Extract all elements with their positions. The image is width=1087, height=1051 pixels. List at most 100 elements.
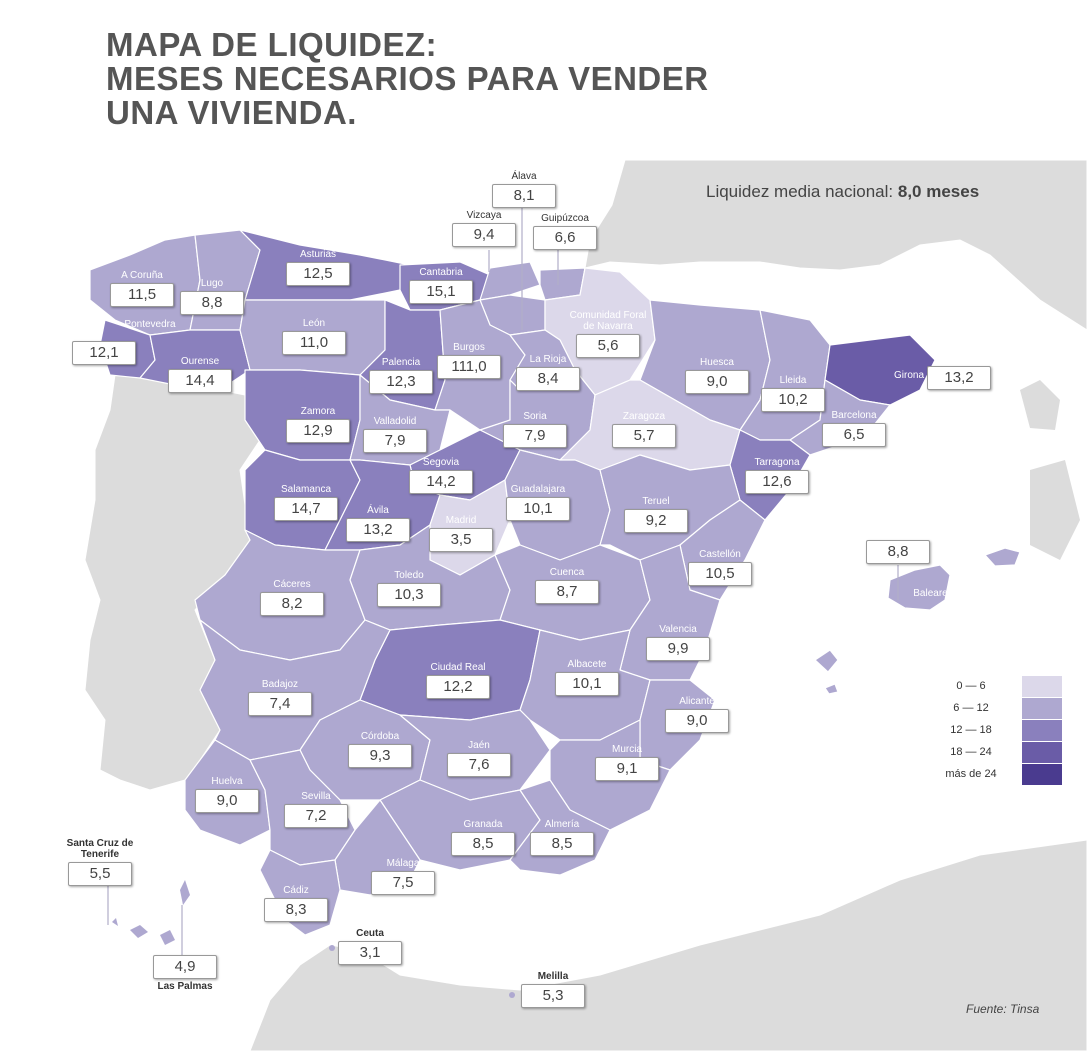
province-baleares[interactable]: 8,8 bbox=[866, 540, 930, 564]
title-line-2: MESES NECESARIOS PARA VENDER bbox=[106, 60, 709, 97]
province-caceres[interactable]: Cáceres 8,2 bbox=[260, 579, 324, 616]
land-france bbox=[584, 159, 1087, 331]
province-name: Valladolid bbox=[373, 416, 417, 427]
province-la-rioja[interactable]: La Rioja 8,4 bbox=[516, 354, 580, 391]
province-ceuta[interactable]: Ceuta 3,1 bbox=[338, 928, 402, 965]
province-name: Comunidad Foral de Navarra bbox=[569, 310, 647, 332]
legend-swatch bbox=[1022, 698, 1062, 719]
province-value: 8,8 bbox=[180, 291, 244, 315]
province-name: Salamanca bbox=[280, 484, 332, 495]
province-value: 10,2 bbox=[761, 388, 825, 412]
province-name: Badajoz bbox=[261, 679, 299, 690]
province-segovia[interactable]: Segovia 14,2 bbox=[409, 457, 473, 494]
province-valladolid[interactable]: Valladolid 7,9 bbox=[363, 416, 427, 453]
province-name: Baleares bbox=[913, 588, 953, 599]
province-sevilla[interactable]: Sevilla 7,2 bbox=[284, 791, 348, 828]
province-teruel[interactable]: Teruel 9,2 bbox=[624, 496, 688, 533]
province-lleida[interactable]: Lleida 10,2 bbox=[761, 375, 825, 412]
province-value: 12,1 bbox=[72, 341, 136, 365]
province-valencia[interactable]: Valencia 9,9 bbox=[646, 624, 710, 661]
province-badajoz[interactable]: Badajoz 7,4 bbox=[248, 679, 312, 716]
province-girona[interactable]: 13,2 bbox=[927, 366, 991, 390]
national-average-value: 8,0 meses bbox=[897, 182, 980, 201]
province-baleares-label-wrap: Baleares bbox=[913, 588, 952, 601]
province-guadalajara[interactable]: Guadalajara 10,1 bbox=[506, 484, 570, 521]
legend-swatch bbox=[1022, 720, 1062, 741]
region-vizcaya[interactable] bbox=[479, 261, 541, 301]
legend-label: más de 24 bbox=[945, 768, 997, 780]
region-baleares[interactable] bbox=[887, 564, 951, 611]
title-line-3: UNA VIVIENDA. bbox=[106, 94, 357, 131]
province-guipuzcoa[interactable]: Guipúzcoa 6,6 bbox=[533, 213, 597, 250]
province-las-palmas[interactable]: 4,9 Las Palmas bbox=[153, 955, 217, 992]
province-alicante[interactable]: Alicante 9,0 bbox=[665, 696, 729, 733]
island-la-palma bbox=[112, 918, 118, 926]
province-navarra[interactable]: Comunidad Foral de Navarra 5,6 bbox=[566, 310, 650, 358]
province-name: Pontevedra bbox=[124, 319, 176, 330]
province-cuenca[interactable]: Cuenca 8,7 bbox=[535, 567, 599, 604]
province-value: 5,6 bbox=[576, 334, 640, 358]
legend-swatch bbox=[1022, 764, 1062, 785]
province-name: Burgos bbox=[453, 342, 485, 353]
province-value: 12,9 bbox=[286, 419, 350, 443]
province-tarragona[interactable]: Tarragona 12,6 bbox=[745, 457, 809, 494]
province-castellon[interactable]: Castellón 10,5 bbox=[688, 549, 752, 586]
provinces-layer bbox=[89, 229, 1021, 936]
province-salamanca[interactable]: Salamanca 14,7 bbox=[274, 484, 338, 521]
province-name: Ciudad Real bbox=[430, 662, 486, 673]
province-value: 12,3 bbox=[369, 370, 433, 394]
province-a-coruna[interactable]: A Coruña 11,5 bbox=[110, 270, 174, 307]
province-melilla[interactable]: Melilla 5,3 bbox=[521, 971, 585, 1008]
province-value: 7,9 bbox=[503, 424, 567, 448]
province-value: 10,1 bbox=[506, 497, 570, 521]
province-ourense[interactable]: Ourense 14,4 bbox=[168, 356, 232, 393]
province-santa-cruz[interactable]: Santa Cruz de Tenerife 5,5 bbox=[65, 838, 135, 886]
province-value: 11,0 bbox=[282, 331, 346, 355]
province-burgos[interactable]: Burgos 111,0 bbox=[437, 342, 501, 379]
province-leon[interactable]: León 11,0 bbox=[282, 318, 346, 355]
province-name: Teruel bbox=[642, 496, 670, 507]
province-name: Vizcaya bbox=[466, 210, 502, 221]
province-value: 5,3 bbox=[521, 984, 585, 1008]
province-barcelona[interactable]: Barcelona 6,5 bbox=[822, 410, 886, 447]
province-zamora[interactable]: Zamora 12,9 bbox=[286, 406, 350, 443]
province-name: Almería bbox=[544, 819, 580, 830]
province-jaen[interactable]: Jaén 7,6 bbox=[447, 740, 511, 777]
province-pontevedra[interactable]: 12,1 bbox=[72, 341, 136, 365]
legend-row: 18 — 24 bbox=[935, 742, 1065, 764]
province-name: Zaragoza bbox=[622, 411, 666, 422]
province-huelva[interactable]: Huelva 9,0 bbox=[195, 776, 259, 813]
province-toledo[interactable]: Toledo 10,3 bbox=[377, 570, 441, 607]
province-name: Málaga bbox=[386, 858, 420, 869]
province-avila[interactable]: Ávila 13,2 bbox=[346, 505, 410, 542]
province-value: 7,4 bbox=[248, 692, 312, 716]
legend-row: más de 24 bbox=[935, 764, 1065, 786]
province-madrid[interactable]: Madrid 3,5 bbox=[429, 515, 493, 552]
source-note: Fuente: Tinsa bbox=[966, 1002, 1040, 1016]
province-vizcaya[interactable]: Vizcaya 9,4 bbox=[452, 210, 516, 247]
province-asturias[interactable]: Asturias 12,5 bbox=[286, 249, 350, 286]
province-cordoba[interactable]: Córdoba 9,3 bbox=[348, 731, 412, 768]
province-palencia[interactable]: Palencia 12,3 bbox=[369, 357, 433, 394]
province-alava[interactable]: Álava 8,1 bbox=[492, 171, 556, 208]
province-huesca[interactable]: Huesca 9,0 bbox=[685, 357, 749, 394]
province-lugo[interactable]: Lugo 8,8 bbox=[180, 278, 244, 315]
province-ciudad-real[interactable]: Ciudad Real 12,2 bbox=[426, 662, 490, 699]
province-value: 8,4 bbox=[516, 367, 580, 391]
province-soria[interactable]: Soria 7,9 bbox=[503, 411, 567, 448]
province-value: 14,7 bbox=[274, 497, 338, 521]
province-zaragoza[interactable]: Zaragoza 5,7 bbox=[612, 411, 676, 448]
province-cadiz[interactable]: Cádiz 8,3 bbox=[264, 885, 328, 922]
province-name: Zamora bbox=[300, 406, 336, 417]
province-name: Huesca bbox=[700, 357, 734, 368]
province-murcia[interactable]: Murcia 9,1 bbox=[595, 744, 659, 781]
province-malaga[interactable]: Málaga 7,5 bbox=[371, 858, 435, 895]
province-cantabria[interactable]: Cantabria 15,1 bbox=[409, 267, 473, 304]
province-granada[interactable]: Granada 8,5 bbox=[451, 819, 515, 856]
province-almeria[interactable]: Almería 8,5 bbox=[530, 819, 594, 856]
province-name: León bbox=[302, 318, 326, 329]
province-albacete[interactable]: Albacete 10,1 bbox=[555, 659, 619, 696]
province-name: Córdoba bbox=[360, 731, 400, 742]
province-name: A Coruña bbox=[121, 270, 163, 281]
province-value: 9,2 bbox=[624, 509, 688, 533]
